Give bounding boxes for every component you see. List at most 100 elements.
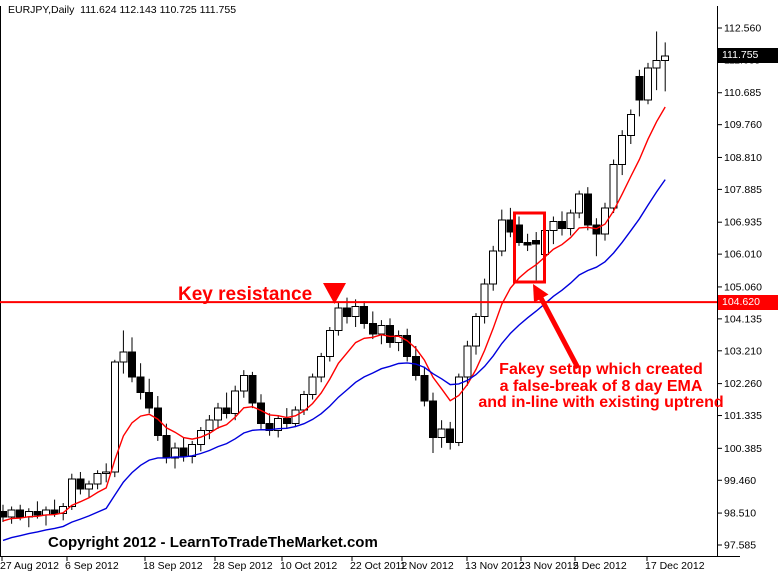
key-resistance-label: Key resistance [178, 284, 312, 306]
y-axis-tick-label: 107.885 [724, 184, 762, 196]
candle [128, 337, 136, 383]
candle [282, 408, 291, 429]
candle-body-down [532, 240, 541, 245]
candle [231, 385, 240, 421]
candle [308, 373, 317, 400]
copyright-watermark: Copyright 2012 - LearnToTradeTheMarket.c… [48, 534, 378, 551]
candle-body-up [609, 164, 618, 209]
candle-body-down [523, 241, 532, 246]
candle [635, 69, 644, 117]
candle [497, 209, 506, 257]
y-axis-tick-label: 105.060 [724, 281, 762, 293]
current-price-tag: 111.755 [718, 48, 778, 63]
candle [76, 471, 85, 495]
candle-body-up [325, 329, 334, 357]
candle [592, 218, 601, 257]
candle-body-down [403, 335, 412, 357]
candle [515, 216, 523, 246]
candle-body-down [136, 376, 145, 394]
candle [429, 392, 437, 453]
candle-body-up [489, 250, 498, 285]
y-axis-tick-label: 100.385 [724, 443, 762, 455]
x-axis-tick-label: 22 Oct 2012 [350, 560, 407, 572]
candle [59, 503, 68, 521]
candle-body-down [50, 509, 59, 514]
candle-body-down [145, 392, 154, 409]
candle [257, 394, 265, 429]
candle-body-up [377, 324, 386, 335]
candle-body-down [420, 374, 429, 402]
candle-body-down [76, 478, 85, 490]
candle-body-up [618, 134, 627, 166]
fakey-annotation-line3: and in-line with existing uptrend [478, 394, 724, 411]
candle [368, 311, 377, 340]
candle-body-down [635, 76, 644, 101]
candle [506, 207, 515, 238]
candle-body-down [248, 374, 257, 404]
candle [265, 413, 274, 436]
candle-body-down [506, 219, 515, 233]
candle-body-up [575, 193, 584, 214]
candle-body-up [566, 212, 575, 230]
x-axis-tick-label: 6 Sep 2012 [65, 560, 119, 572]
candle [437, 420, 446, 448]
candle-body-down [386, 324, 394, 344]
candle-body-up [549, 221, 558, 231]
candle-body-down [592, 224, 601, 235]
candle [222, 392, 231, 419]
x-axis-tick-label: 28 Sep 2012 [213, 560, 273, 572]
candle-body-down [368, 323, 377, 335]
candle-body-up [661, 55, 670, 61]
candle [110, 359, 119, 478]
candle [67, 473, 76, 510]
y-axis-tick-label: 99.460 [724, 475, 756, 487]
candle-body-down [0, 511, 7, 518]
candle-body-up [119, 351, 128, 363]
candle-body-down [446, 428, 455, 444]
x-axis-tick-label: 18 Sep 2012 [143, 560, 203, 572]
candle [317, 352, 326, 383]
candle [239, 370, 248, 398]
y-axis-tick-label: 104.135 [724, 313, 762, 325]
candle [351, 299, 360, 327]
x-axis-tick-label: 23 Nov 2012 [519, 560, 579, 572]
candle [575, 190, 584, 219]
candle-body-up [205, 419, 214, 432]
candle-body-down [558, 221, 566, 230]
candle [188, 440, 197, 464]
candle [386, 318, 394, 348]
candle [523, 233, 532, 252]
candle [549, 216, 558, 245]
candle [609, 159, 618, 214]
candle [196, 427, 205, 452]
candle [119, 330, 128, 374]
candle [583, 187, 592, 231]
candle-body-down [515, 224, 523, 243]
y-axis-tick-label: 109.760 [724, 119, 762, 131]
candle-body-down [282, 417, 291, 425]
candle-body-down [16, 509, 25, 518]
fakey-highlight-box [513, 211, 546, 284]
candle-body-down [179, 447, 188, 457]
candle-body-up [93, 473, 102, 485]
candle-body-up [317, 355, 326, 378]
candle-body-up [110, 361, 119, 473]
fakey-arrow-head [533, 284, 549, 303]
fakey-arrow-shaft [538, 296, 581, 370]
candle [480, 278, 489, 324]
candle-body-up [102, 471, 111, 475]
candle-body-up [437, 428, 446, 438]
chart-ohlc-title: EURJPY,Daily 111.624 112.143 110.725 111… [8, 4, 237, 16]
x-axis-tick-label: 1 Nov 2012 [400, 560, 454, 572]
candle [325, 326, 334, 362]
candle [145, 378, 154, 414]
candle-body-up [300, 393, 308, 411]
fakey-annotation-line1: Fakey setup which created [499, 361, 703, 378]
candle [7, 506, 16, 524]
candle [601, 202, 609, 241]
candle [85, 480, 93, 498]
candle-body-down [265, 423, 274, 432]
candle-body-up [274, 417, 283, 432]
candle-body-up [85, 483, 93, 490]
